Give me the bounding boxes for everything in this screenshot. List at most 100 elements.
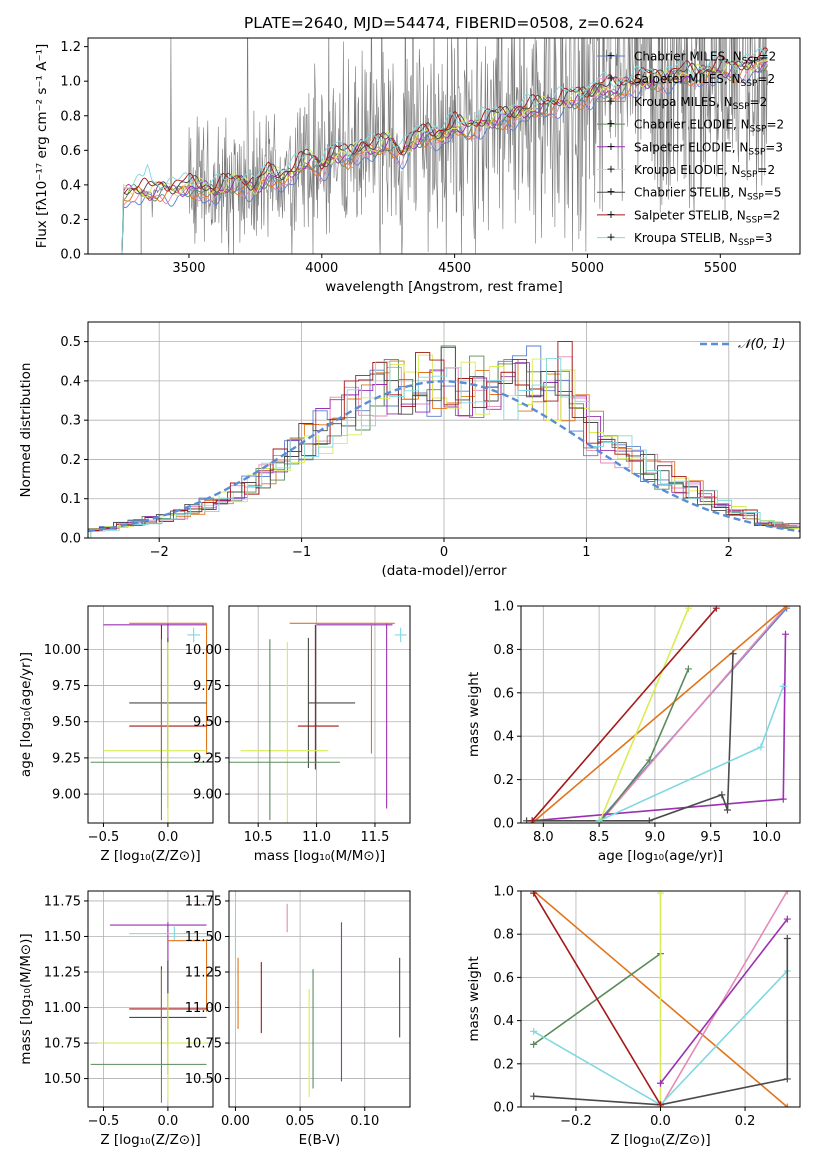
panel-weight_vs_Z: −0.2 0.0 0.2 0.0 0.2 0.4 0.6 0.8 1.0 Z [log₁₀(Z/Z…	[466, 885, 801, 1148]
legend-count: =3	[765, 140, 783, 154]
series-line	[598, 686, 785, 822]
panel-mass_vs_ebv: 0.00 0.05 0.10 10.50 10.75 11.00 11.25 11.50 11.…	[185, 890, 411, 1148]
y-tick-label: 11.50	[44, 930, 81, 945]
y-tick-label: 0.6	[60, 144, 81, 159]
axes-frame	[87, 37, 801, 255]
y-tick-label: 0.8	[60, 109, 81, 124]
errorbar-kroupa_elodie	[97, 993, 207, 1100]
x-tick-label: 5500	[704, 261, 737, 276]
legend-subscript: SSP	[746, 215, 763, 225]
y-axis-label: mass [log₁₀(M/M⊙)]	[18, 933, 34, 1064]
plot-area	[229, 622, 407, 823]
legend-marker: +	[606, 117, 615, 130]
x-tick-label: 1	[582, 545, 590, 560]
y-tick-label: 0.8	[493, 643, 514, 658]
legend-subscript: SSP	[742, 57, 759, 67]
legend-text: Kroupa MILES, N	[634, 95, 733, 109]
y-tick-label: 11.00	[44, 1001, 81, 1016]
y-tick-label: 9.25	[193, 751, 222, 766]
legend-label-salpeter_elodie: Salpeter ELODIE, NSSP=3	[634, 140, 783, 157]
errorbar-kroupa_stelib	[394, 627, 407, 643]
legend-text: Chabrier ELODIE, N	[634, 118, 750, 132]
errorbar-kroupa_elodie	[240, 642, 329, 823]
legend-count: =2	[759, 50, 777, 64]
legend: + Chabrier MILES, NSSP=2+ Salpeter MILES, …	[597, 49, 784, 248]
legend-marker: +	[606, 163, 615, 176]
errorbar-salpeter_stelib	[297, 624, 339, 770]
series-point	[684, 665, 692, 673]
x-tick-label: 10.0	[752, 830, 781, 845]
y-tick-label: 9.25	[52, 751, 81, 766]
y-tick-label: 9.50	[193, 715, 222, 730]
series-salpeter_miles	[657, 891, 791, 1107]
histogram-chabrier_stelib	[88, 346, 798, 532]
legend-marker: +	[606, 94, 615, 107]
legend-text: Salpeter MILES, N	[634, 72, 741, 86]
x-tick-label: −2	[150, 545, 169, 560]
x-tick-label: 9.5	[700, 830, 721, 845]
series-salpeter_elodie	[528, 630, 789, 823]
x-tick-label: 0.05	[286, 1114, 315, 1129]
y-tick-label: 9.75	[52, 679, 81, 694]
x-tick-label: −0.5	[88, 830, 120, 845]
series-point	[757, 743, 765, 751]
y-tick-label: 10.50	[185, 1072, 222, 1087]
plot-area	[234, 903, 401, 1098]
series-point	[657, 891, 664, 897]
legend-label-gaussian: 𝒩(0, 1)	[738, 337, 785, 352]
y-tick-label: 0.4	[493, 1014, 514, 1029]
x-tick-label: 0.0	[158, 830, 179, 845]
y-tick-label: 9.00	[52, 788, 81, 803]
errorbar-salpeter_elodie	[316, 623, 393, 809]
plot-area	[88, 340, 800, 538]
series-point	[781, 630, 789, 638]
model-line-kroupa_miles	[109, 60, 768, 254]
series-point	[783, 1103, 791, 1107]
legend-subscript: SSP	[748, 147, 765, 157]
figure-title: PLATE=2640, MJD=54474, FIBERID=0508, z=0…	[244, 14, 644, 32]
y-tick-label: 0.2	[60, 213, 81, 228]
y-tick-label: 1.0	[60, 75, 81, 90]
legend-subscript: SSP	[741, 170, 758, 180]
observed-spectrum	[140, 38, 768, 254]
model-line-salpeter_stelib	[109, 47, 768, 254]
series-point	[783, 606, 791, 610]
x-tick-label: −0.5	[88, 1114, 120, 1129]
series-point	[783, 1075, 791, 1083]
y-tick-label: 0.6	[493, 971, 514, 986]
panel-spectrum: + Chabrier MILES, NSSP=2+ Salpeter MILES, …	[34, 37, 801, 295]
y-tick-label: 10.75	[44, 1037, 81, 1052]
series-point	[783, 915, 791, 923]
panel-residuals: 𝒩(0, 1) −2 −1 0 1 2 0.0 0.1 0.2 0.3 0.4 0.5 (data-mo…	[18, 321, 801, 579]
legend-label-chabrier_elodie: Chabrier ELODIE, NSSP=2	[634, 118, 784, 135]
x-tick-label: 3500	[172, 261, 205, 276]
legend-label-salpeter_stelib: Salpeter STELIB, NSSP=2	[634, 208, 780, 225]
series-point	[530, 1040, 538, 1048]
y-tick-label: 0.2	[60, 453, 81, 468]
errorbar-kroupa_miles	[289, 622, 395, 754]
y-tick-label: 11.25	[44, 966, 81, 981]
series-line	[531, 606, 788, 823]
y-tick-label: 9.75	[193, 679, 222, 694]
errorbar-chabrier_elodie	[90, 969, 207, 1103]
legend-text: Kroupa STELIB, N	[634, 231, 738, 245]
series-line	[531, 607, 717, 822]
y-tick-label: 0.5	[60, 335, 81, 350]
x-axis-label: Z [log₁₀(Z/Z⊙)]	[100, 1132, 200, 1148]
plot-area	[523, 606, 791, 823]
series-chabrier_stelib	[523, 650, 737, 823]
y-tick-label: 0.4	[60, 374, 81, 389]
x-tick-label: 8.5	[589, 830, 610, 845]
y-tick-label: 11.75	[44, 894, 81, 909]
x-tick-label: −0.2	[560, 1114, 592, 1129]
y-tick-label: 10.75	[185, 1037, 222, 1052]
legend-count: =2	[757, 163, 775, 177]
model-line-kroupa_elodie	[109, 59, 768, 254]
legend-text: Kroupa ELODIE, N	[634, 163, 741, 177]
axes-frame	[87, 605, 214, 824]
legend-marker: +	[606, 140, 615, 153]
series-line	[533, 892, 662, 1106]
legend-text: Salpeter STELIB, N	[634, 208, 746, 222]
gaussian-curve	[88, 380, 800, 533]
series-chabrier_elodie	[595, 665, 692, 823]
